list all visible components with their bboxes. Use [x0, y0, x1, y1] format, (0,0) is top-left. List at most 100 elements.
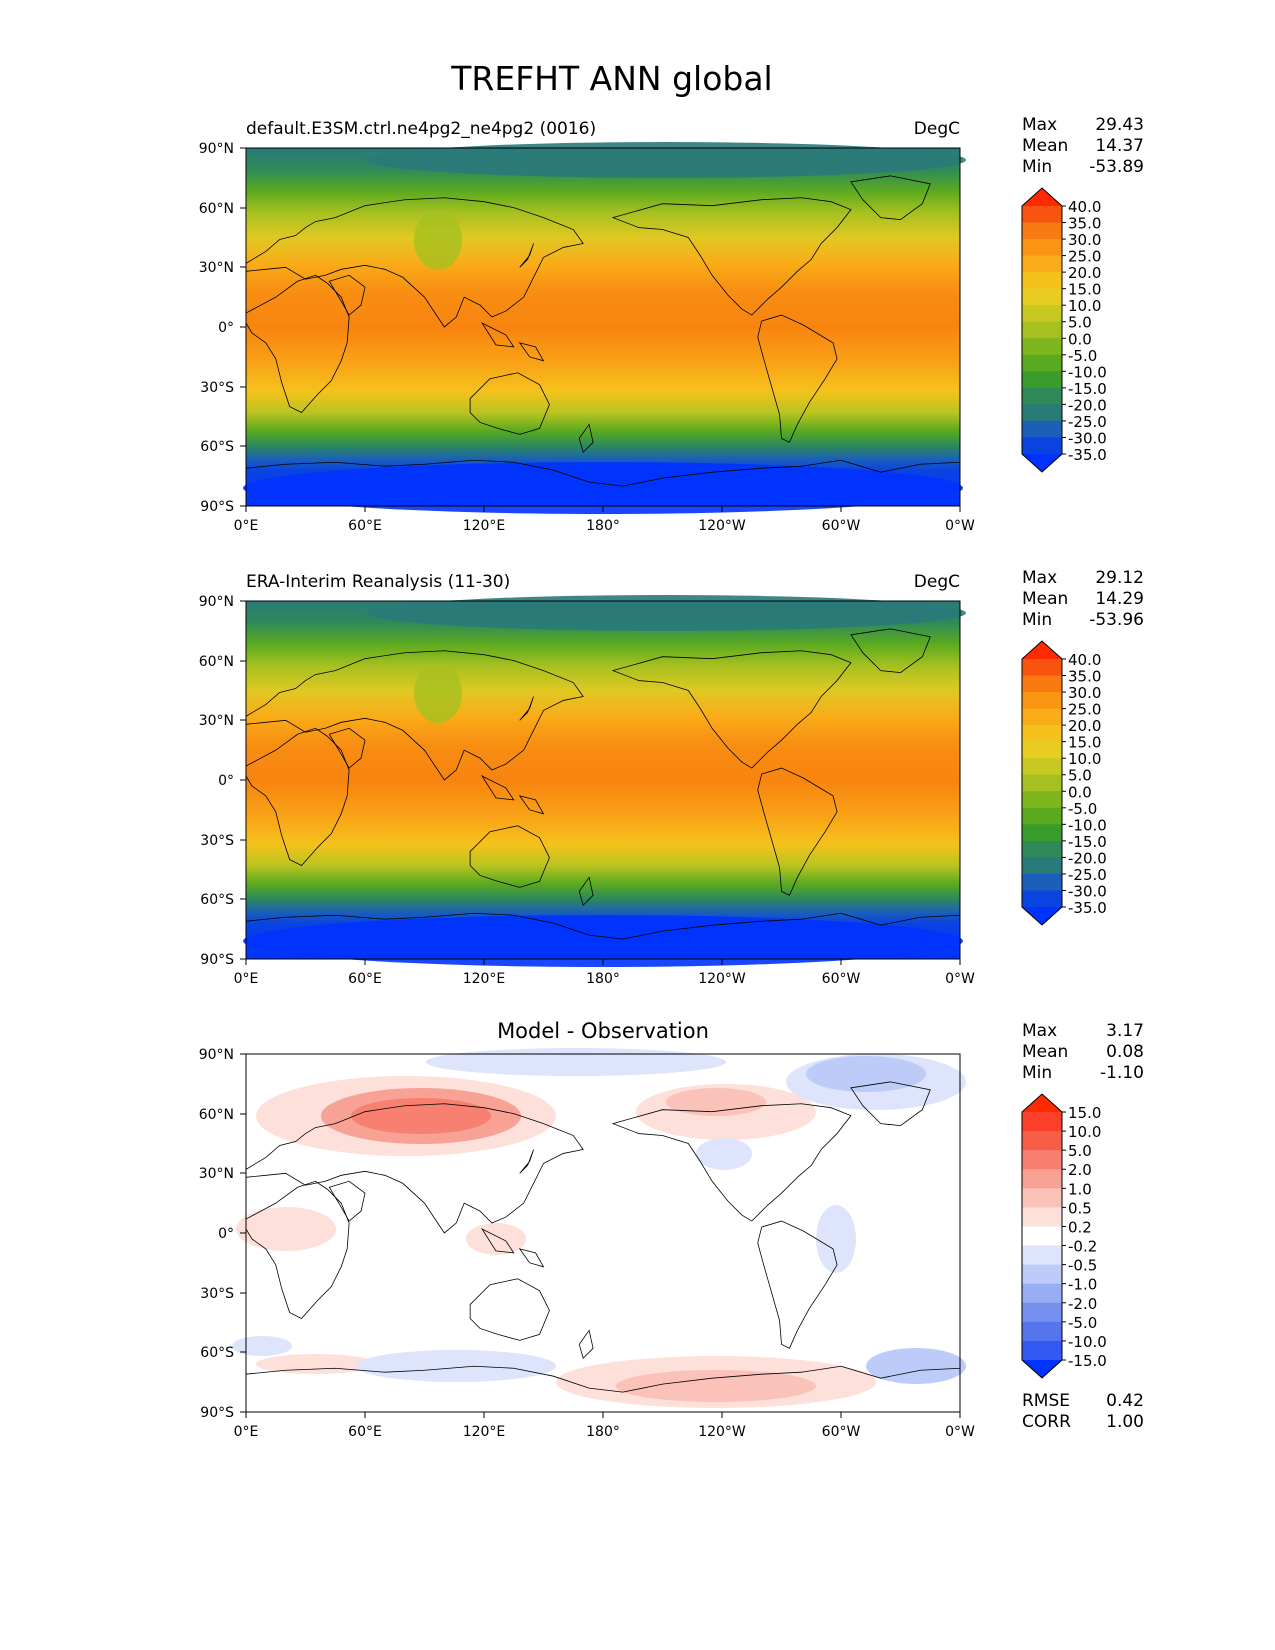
colorbar-tick-label: -30.0: [1068, 882, 1107, 900]
stat-value: 29.12: [1095, 568, 1144, 588]
colorbar-extend-min: [1022, 1360, 1062, 1378]
lon-tick: 120°W: [698, 1424, 746, 1440]
colorbar-tick-label: -35.0: [1068, 899, 1107, 917]
colorbar-segment: [1022, 840, 1062, 858]
colorbar-segment: [1022, 371, 1062, 389]
colorbar-segment: [1022, 1245, 1062, 1266]
colorbar: 15.010.05.02.01.00.50.2-0.2-0.5-1.0-2.0-…: [1021, 1093, 1107, 1379]
stat-value: 0.42: [1106, 1391, 1144, 1411]
colorbar-tick-label: -0.2: [1068, 1238, 1097, 1256]
colorbar-tick-label: -20.0: [1068, 849, 1107, 867]
colorbar-segment: [1022, 675, 1062, 693]
colorbar-segment: [1022, 321, 1062, 339]
antarctic-cold: [243, 915, 963, 967]
colorbar-segment: [1022, 420, 1062, 438]
colorbar-segment: [1022, 272, 1062, 290]
lat-tick: 30°N: [199, 1166, 234, 1182]
colorbar-segment: [1022, 873, 1062, 891]
lon-tick: 0°E: [234, 971, 259, 987]
colorbar-segment: [1022, 1169, 1062, 1189]
colorbar-tick-label: 20.0: [1068, 717, 1101, 735]
colorbar-tick-label: -25.0: [1068, 413, 1107, 431]
lat-tick: 30°S: [200, 833, 234, 849]
colorbar-segment: [1022, 708, 1062, 726]
lat-tick: 60°N: [199, 201, 234, 217]
colorbar-tick-label: -2.0: [1068, 1295, 1097, 1313]
cold-anomaly: [232, 1336, 292, 1356]
colorbar-tick-label: 20.0: [1068, 264, 1101, 282]
lat-tick: 90°N: [199, 1047, 234, 1063]
map-plot: [232, 1048, 966, 1413]
stat-value: -1.10: [1100, 1063, 1144, 1083]
temperature-field: [246, 148, 960, 506]
panel-units: DegC: [914, 572, 960, 592]
lat-tick: 90°S: [200, 952, 234, 968]
himalaya-cold: [414, 210, 462, 270]
stat-value: 29.43: [1095, 115, 1144, 135]
colorbar-tick-label: -5.0: [1068, 800, 1097, 818]
stats-box: Max 29.12 Mean 14.29 Min -53.96: [1022, 568, 1144, 630]
colorbar-extend-min: [1022, 454, 1062, 472]
colorbar-tick-label: 5.0: [1068, 767, 1092, 785]
stat-value: 3.17: [1106, 1021, 1144, 1041]
colorbar-tick-label: 35.0: [1068, 215, 1101, 233]
colorbar-segment: [1022, 1131, 1062, 1151]
colorbar-tick-label: 35.0: [1068, 668, 1101, 686]
colorbar-tick-label: -30.0: [1068, 429, 1107, 447]
lat-tick: 90°N: [199, 141, 234, 157]
colorbar-tick-label: -1.0: [1068, 1276, 1097, 1294]
colorbar-segment: [1022, 1264, 1062, 1285]
colorbar-segment: [1022, 1340, 1062, 1361]
panel-left-title: default.E3SM.ctrl.ne4pg2_ne4pg2 (0016): [246, 119, 596, 139]
stat-label: CORR: [1022, 1412, 1071, 1432]
colorbar-segment: [1022, 725, 1062, 743]
lon-tick: 60°W: [822, 518, 861, 534]
lat-tick: 60°N: [199, 654, 234, 670]
panel-difference: Model - Observation: [199, 1019, 1144, 1440]
arctic-cold: [366, 595, 966, 631]
lon-tick: 60°E: [348, 971, 382, 987]
warm-anomaly: [236, 1207, 336, 1251]
lat-tick: 60°N: [199, 1107, 234, 1123]
lat-tick: 30°N: [199, 713, 234, 729]
colorbar-extend-max: [1022, 1094, 1062, 1112]
lon-tick: 120°W: [698, 971, 746, 987]
lon-tick: 0°W: [945, 1424, 975, 1440]
stats-box: Max 29.43 Mean 14.37 Min -53.89: [1022, 115, 1144, 177]
colorbar-tick-label: 10.0: [1068, 1123, 1101, 1141]
colorbar-tick-label: 0.0: [1068, 783, 1092, 801]
figure-title: TREFHT ANN global: [450, 59, 772, 98]
colorbar-tick-label: -0.5: [1068, 1257, 1097, 1275]
stat-label: Min: [1022, 157, 1052, 177]
cold-anomaly: [426, 1048, 726, 1076]
colorbar-tick-label: 25.0: [1068, 248, 1101, 266]
lat-tick: 60°S: [200, 439, 234, 455]
stat-label: Max: [1022, 1021, 1057, 1041]
colorbar-tick-label: 15.0: [1068, 281, 1101, 299]
lon-tick: 120°W: [698, 518, 746, 534]
colorbar-segment: [1022, 692, 1062, 710]
lon-tick: 60°W: [822, 971, 861, 987]
antarctic-cold: [243, 462, 963, 514]
lat-tick: 90°S: [200, 499, 234, 515]
colorbar-segment: [1022, 222, 1062, 240]
stat-label: Mean: [1022, 1042, 1068, 1062]
colorbar-tick-label: -10.0: [1068, 1333, 1107, 1351]
temperature-field: [246, 601, 960, 959]
cold-anomaly: [356, 1350, 556, 1382]
colorbar-segment: [1022, 1302, 1062, 1323]
colorbar-tick-label: 30.0: [1068, 231, 1101, 249]
stat-label: Min: [1022, 610, 1052, 630]
lon-tick: 0°E: [234, 1424, 259, 1440]
stat-value: 14.37: [1095, 136, 1144, 156]
colorbar-tick-label: -10.0: [1068, 363, 1107, 381]
colorbar-tick-label: 15.0: [1068, 734, 1101, 752]
colorbar-segment: [1022, 1150, 1062, 1170]
colorbar-segment: [1022, 1226, 1062, 1247]
colorbar-tick-label: 1.0: [1068, 1180, 1092, 1198]
lon-tick: 0°W: [945, 971, 975, 987]
colorbar-segment: [1022, 741, 1062, 759]
colorbar-segment: [1022, 338, 1062, 356]
lon-axis: 0°E 60°E 120°E 180° 120°W 60°W 0°W: [234, 506, 975, 534]
